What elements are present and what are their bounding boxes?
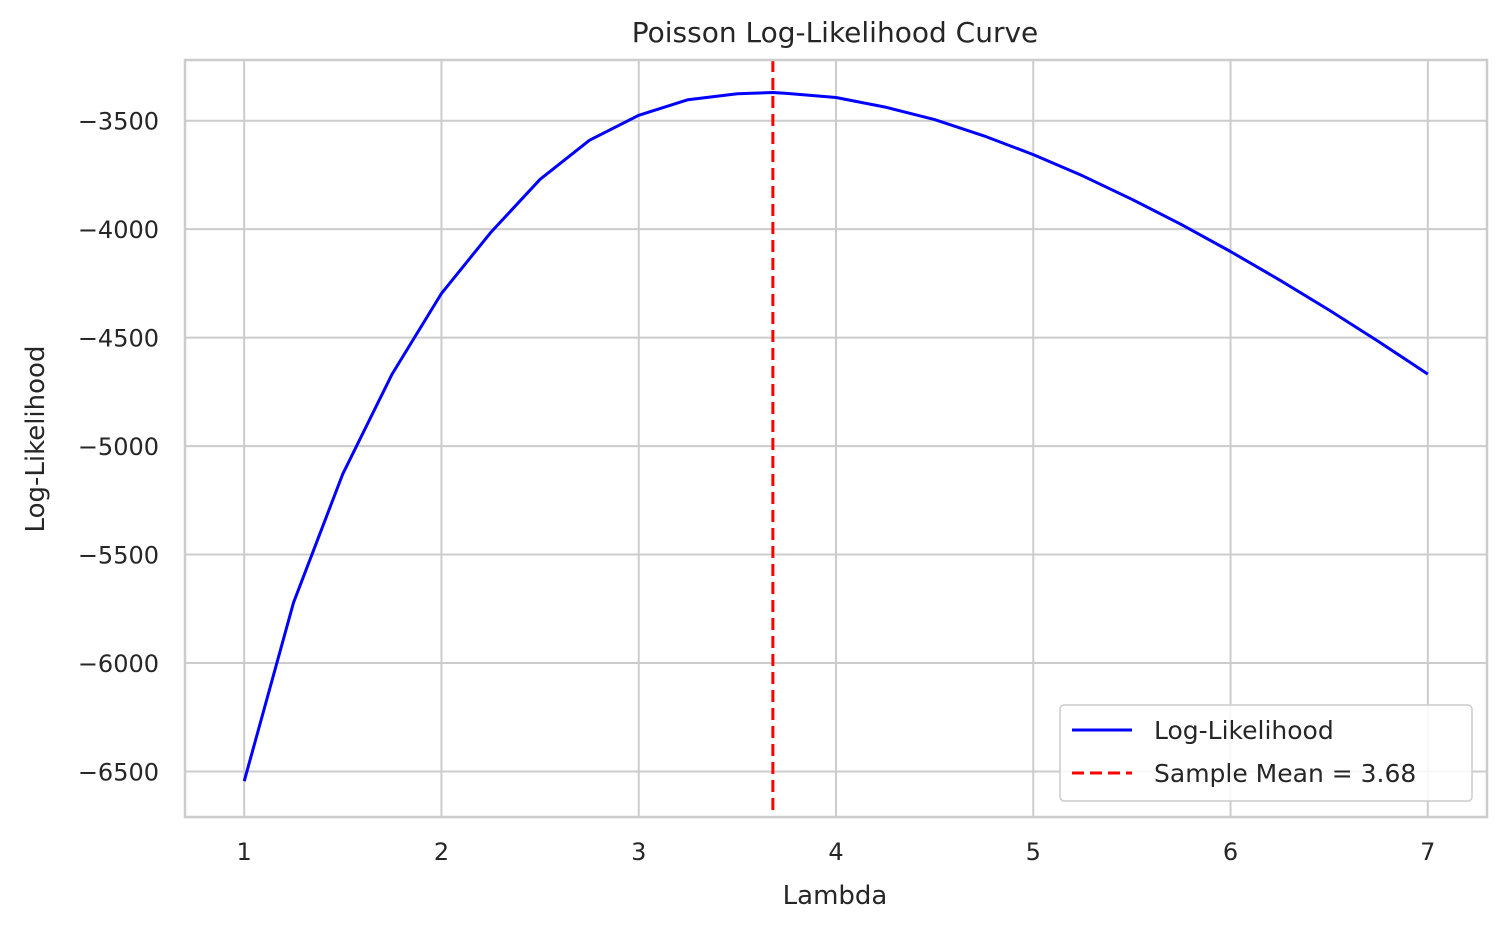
y-grid xyxy=(185,119,1487,773)
y-tick-label: −3500 xyxy=(78,108,159,136)
x-tick-label: 3 xyxy=(631,838,646,866)
x-tick-labels: 1 2 3 4 5 6 7 xyxy=(237,838,1436,866)
x-tick-label: 6 xyxy=(1223,838,1238,866)
y-tick-label: −4000 xyxy=(78,216,159,244)
x-tick-label: 7 xyxy=(1420,838,1435,866)
y-tick-label: −5000 xyxy=(78,433,159,461)
legend-label-sample-mean: Sample Mean = 3.68 xyxy=(1154,759,1416,788)
y-tick-labels: −6500 −6000 −5500 −5000 −4500 −4000 −3500 xyxy=(78,108,159,787)
series-line-log-likelihood xyxy=(242,91,1429,782)
legend: Log-Likelihood Sample Mean = 3.68 xyxy=(1059,704,1473,802)
y-axis-label: Log-Likelihood xyxy=(21,346,51,533)
y-tick-label: −6500 xyxy=(78,758,159,786)
legend-box xyxy=(1059,704,1473,802)
y-tick-label: −6000 xyxy=(78,650,159,678)
chart-title: Poisson Log-Likelihood Curve xyxy=(632,16,1039,49)
plot-frame xyxy=(183,58,1489,819)
x-grid xyxy=(243,60,1429,817)
y-tick-label: −4500 xyxy=(78,325,159,353)
x-tick-label: 1 xyxy=(237,838,252,866)
x-tick-label: 4 xyxy=(828,838,843,866)
x-axis-label: Lambda xyxy=(783,881,888,911)
plot-area xyxy=(242,60,1429,817)
y-tick-label: −5500 xyxy=(78,542,159,570)
legend-label-log-likelihood: Log-Likelihood xyxy=(1154,716,1334,745)
x-tick-label: 5 xyxy=(1026,838,1041,866)
x-tick-label: 2 xyxy=(434,838,449,866)
